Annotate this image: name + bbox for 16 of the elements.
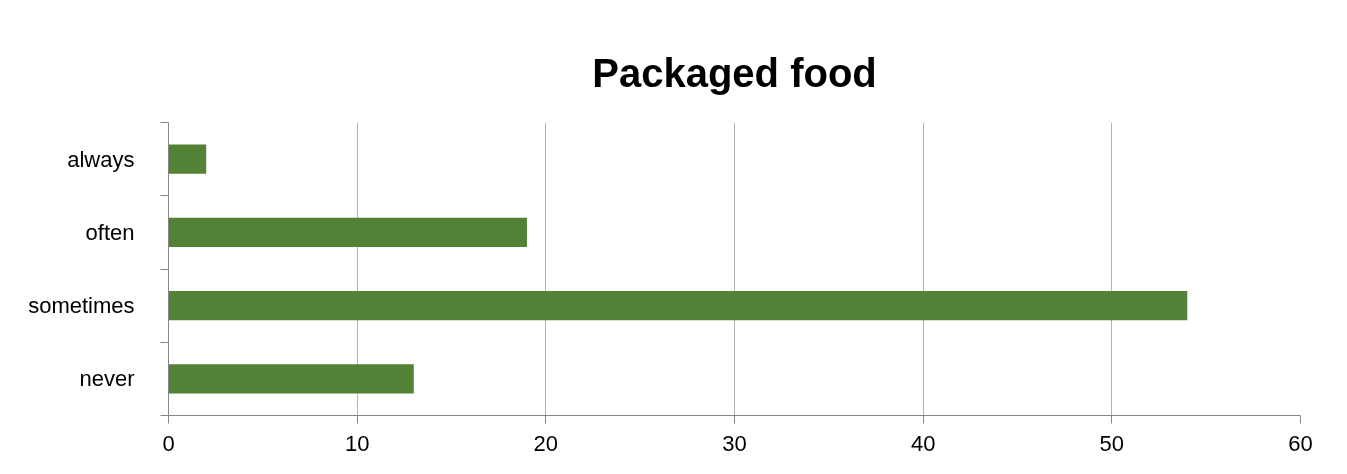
- y-tick-label: often: [85, 219, 135, 245]
- bar: [168, 290, 1188, 321]
- x-tick-label: 20: [533, 430, 559, 456]
- x-tick-label: 0: [162, 430, 175, 456]
- y-tick-label: always: [67, 146, 135, 172]
- x-tick-label: 40: [910, 430, 936, 456]
- x-tick-label: 10: [344, 430, 370, 456]
- y-tick-label: sometimes: [28, 293, 135, 319]
- x-tick-label: 60: [1288, 430, 1313, 456]
- y-tick-label: never: [79, 366, 135, 392]
- bar: [168, 144, 207, 174]
- x-tick-label: 50: [1099, 430, 1125, 456]
- bar: [168, 217, 527, 248]
- x-tick-label: 30: [722, 430, 747, 456]
- bar: [168, 364, 414, 394]
- chart-title: Packaged food: [592, 50, 877, 95]
